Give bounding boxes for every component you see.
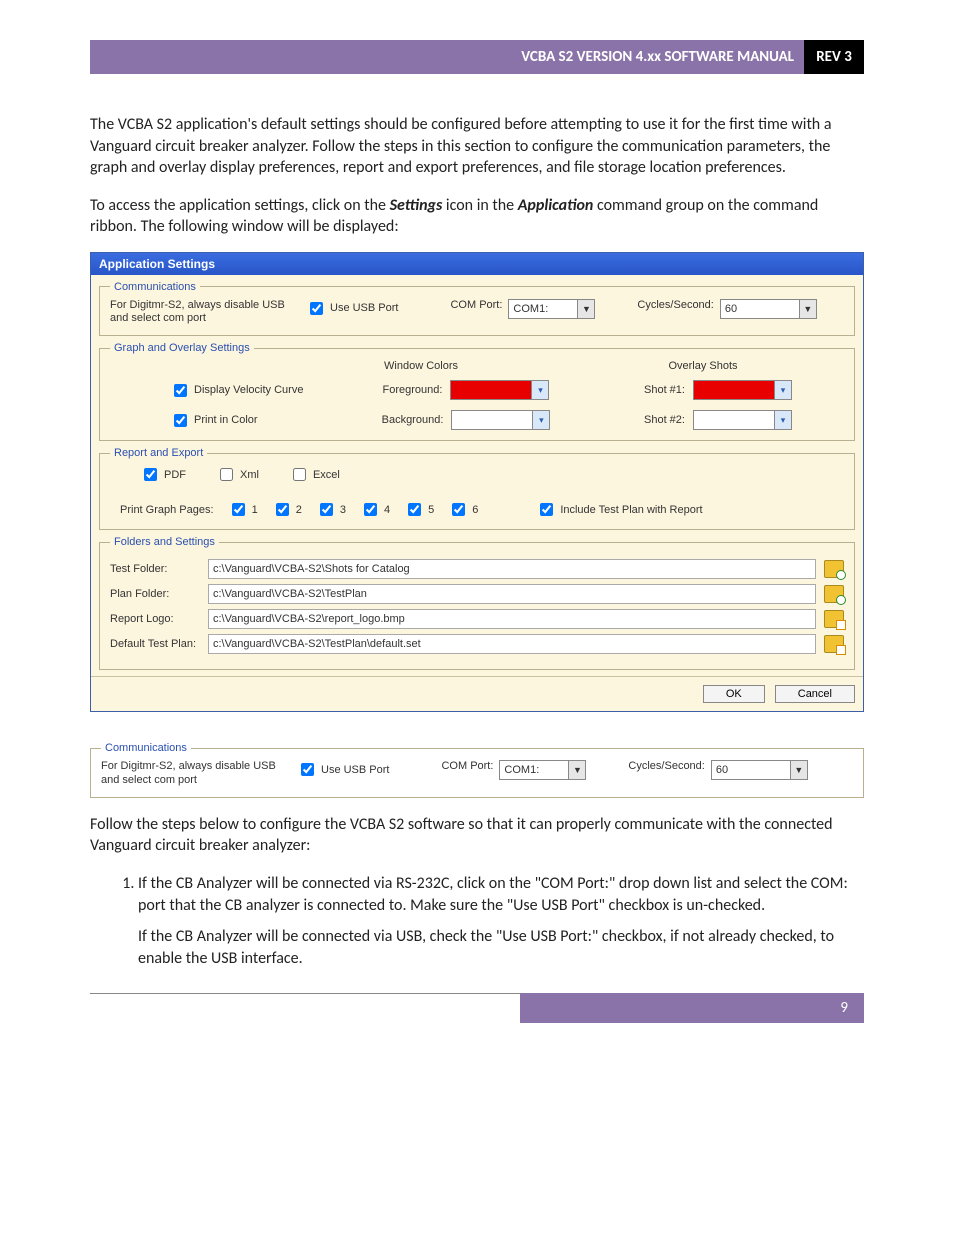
folders-legend: Folders and Settings — [110, 536, 219, 548]
dropdown-arrow-icon: ▼ — [799, 300, 816, 318]
plan-folder-label: Plan Folder: — [110, 588, 200, 600]
header-title: VCBA S2 VERSION 4.xx SOFTWARE MANUAL — [390, 40, 804, 74]
use-usb-checkbox[interactable]: Use USB Port — [306, 299, 398, 318]
report-logo-input[interactable]: c:\Vanguard\VCBA-S2\report_logo.bmp — [208, 609, 816, 629]
test-folder-label: Test Folder: — [110, 563, 200, 575]
page3-checkbox[interactable]: 3 — [316, 500, 346, 519]
test-folder-input[interactable]: c:\Vanguard\VCBA-S2\Shots for Catalog — [208, 559, 816, 579]
app-settings-window: Application Settings Communications For … — [90, 252, 864, 712]
open-file-icon[interactable] — [824, 610, 844, 628]
shot1-color-picker[interactable]: ▾ — [693, 380, 792, 400]
background-color-picker[interactable]: ▾ — [451, 410, 550, 430]
ok-button[interactable]: OK — [703, 685, 765, 703]
com-port-dropdown[interactable]: COM1: ▼ — [508, 299, 595, 319]
foreground-label: Foreground: — [383, 384, 443, 396]
intro-para-2: To access the application settings, clic… — [90, 195, 864, 238]
cancel-button[interactable]: Cancel — [775, 685, 855, 703]
page2-checkbox[interactable]: 2 — [272, 500, 302, 519]
cycles-dropdown-clip[interactable]: 60 ▼ — [711, 760, 808, 780]
page6-checkbox[interactable]: 6 — [448, 500, 478, 519]
excel-checkbox[interactable]: Excel — [289, 465, 340, 484]
browse-folder-icon[interactable] — [824, 585, 844, 603]
application-emphasis: Application — [518, 196, 594, 215]
dropdown-arrow-icon: ▾ — [774, 411, 791, 429]
communications-clip: Communications For Digitmr-S2, always di… — [90, 742, 864, 797]
dropdown-arrow-icon: ▼ — [790, 761, 807, 779]
window-colors-header: Window Colors — [280, 360, 562, 372]
print-pages-label: Print Graph Pages: — [120, 504, 214, 516]
dropdown-arrow-icon: ▼ — [577, 300, 594, 318]
graph-overlay-group: Graph and Overlay Settings Window Colors… — [99, 342, 855, 441]
pdf-checkbox[interactable]: PDF — [140, 465, 186, 484]
comm-note-clip: For Digitmr-S2, always disable USB and s… — [101, 760, 291, 786]
background-label: Background: — [382, 414, 444, 426]
report-legend: Report and Export — [110, 447, 207, 459]
shot2-label: Shot #2: — [644, 414, 685, 426]
cycles-label: Cycles/Second: — [637, 299, 713, 311]
folders-group: Folders and Settings Test Folder: c:\Van… — [99, 536, 855, 670]
window-title: Application Settings — [91, 253, 863, 275]
report-export-group: Report and Export PDF Xml Excel Print Gr… — [99, 447, 855, 530]
graph-legend: Graph and Overlay Settings — [110, 342, 254, 354]
steps-list: If the CB Analyzer will be connected via… — [90, 873, 864, 969]
browse-folder-icon[interactable] — [824, 560, 844, 578]
use-usb-checkbox-clip[interactable]: Use USB Port — [297, 760, 389, 779]
shot2-color-picker[interactable]: ▾ — [693, 410, 792, 430]
plan-folder-input[interactable]: c:\Vanguard\VCBA-S2\TestPlan — [208, 584, 816, 604]
page5-checkbox[interactable]: 5 — [404, 500, 434, 519]
page-footer: 9 — [90, 993, 864, 1023]
include-testplan-checkbox[interactable]: Include Test Plan with Report — [536, 500, 702, 519]
page4-checkbox[interactable]: 4 — [360, 500, 390, 519]
page-number: 9 — [520, 993, 864, 1023]
intro-para-1: The VCBA S2 application's default settin… — [90, 114, 864, 179]
default-plan-input[interactable]: c:\Vanguard\VCBA-S2\TestPlan\default.set — [208, 634, 816, 654]
settings-emphasis: Settings — [390, 196, 443, 215]
header-rev: REV 3 — [804, 40, 864, 74]
com-port-label: COM Port: — [450, 299, 502, 311]
com-port-dropdown-clip[interactable]: COM1: ▼ — [499, 760, 586, 780]
open-file-icon[interactable] — [824, 635, 844, 653]
comm-note: For Digitmr-S2, always disable USB and s… — [110, 299, 300, 325]
communications-group: Communications For Digitmr-S2, always di… — [99, 281, 855, 336]
communications-clip-legend: Communications — [101, 742, 191, 754]
shot1-label: Shot #1: — [644, 384, 685, 396]
page1-checkbox[interactable]: 1 — [228, 500, 258, 519]
default-plan-label: Default Test Plan: — [110, 638, 200, 650]
page-header: VCBA S2 VERSION 4.xx SOFTWARE MANUAL REV… — [90, 40, 864, 74]
dropdown-arrow-icon: ▼ — [568, 761, 585, 779]
communications-legend: Communications — [110, 281, 200, 293]
report-logo-label: Report Logo: — [110, 613, 200, 625]
overlay-shots-header: Overlay Shots — [562, 360, 844, 372]
para-follow-steps: Follow the steps below to configure the … — [90, 814, 864, 857]
cycles-dropdown[interactable]: 60 ▼ — [720, 299, 817, 319]
xml-checkbox[interactable]: Xml — [216, 465, 259, 484]
step-1: If the CB Analyzer will be connected via… — [138, 873, 864, 969]
dropdown-arrow-icon: ▾ — [532, 411, 549, 429]
dropdown-arrow-icon: ▾ — [531, 381, 548, 399]
foreground-color-picker[interactable]: ▾ — [450, 380, 549, 400]
dropdown-arrow-icon: ▾ — [774, 381, 791, 399]
print-color-checkbox[interactable]: Print in Color — [170, 411, 258, 430]
display-velocity-checkbox[interactable]: Display Velocity Curve — [170, 381, 303, 400]
